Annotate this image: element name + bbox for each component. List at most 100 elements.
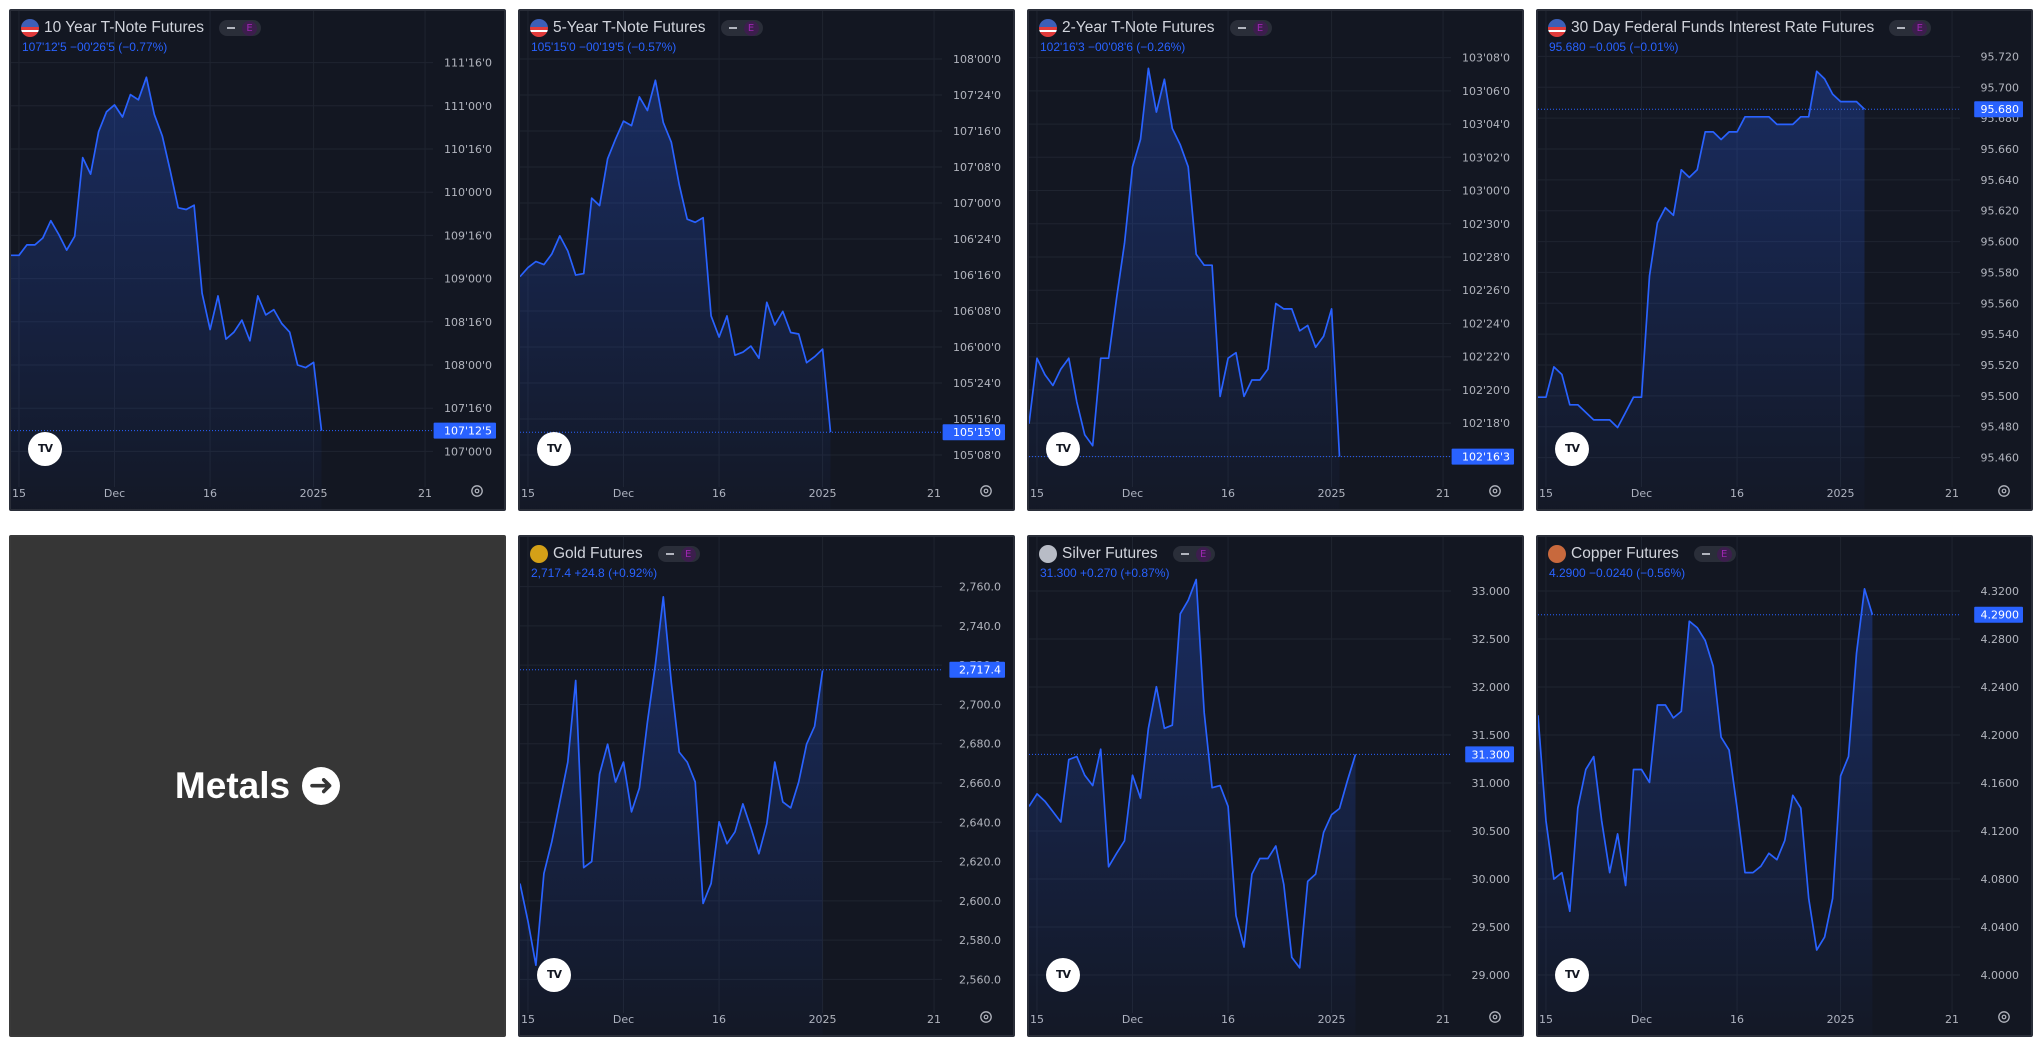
y-tick-label: 4.0400 bbox=[1981, 921, 2020, 934]
settings-gear-icon[interactable] bbox=[979, 483, 993, 497]
chart-svg: 4.3200 4.2800 4.2400 4.2000 4.1600 4.1200 4.08… bbox=[1538, 537, 2023, 1035]
symbol-title[interactable]: 5-Year T-Note Futures bbox=[553, 19, 706, 36]
y-tick-label: 4.1200 bbox=[1981, 825, 2020, 838]
tradingview-logo-icon[interactable]: TV bbox=[537, 432, 571, 466]
price-line bbox=[1538, 588, 1874, 951]
y-tick-label: 102'28'0 bbox=[1462, 251, 1510, 264]
last-price-tag bbox=[1451, 448, 1514, 465]
y-tick-label: 2,580.0 bbox=[959, 934, 1001, 947]
chart-plot[interactable]: 108'00'0 107'24'0 107'16'0 107'08'0 107'00'0… bbox=[520, 11, 1013, 509]
price-line bbox=[11, 76, 323, 431]
y-tick-label: 95.600 bbox=[1981, 236, 2020, 249]
y-tick-label: 4.2800 bbox=[1981, 633, 2020, 646]
settings-gear-icon[interactable] bbox=[979, 1009, 993, 1023]
chart-tile-ten-year-tnote[interactable]: 111'16'0 111'00'0 110'16'0 110'00'0 109'16'0… bbox=[9, 9, 506, 511]
price-quote: 31.300 +0.270 (+0.87%) bbox=[1040, 566, 1170, 580]
chart-svg: 108'00'0 107'24'0 107'16'0 107'08'0 107'00'0… bbox=[520, 11, 1005, 509]
event-toggle[interactable]: E bbox=[1889, 20, 1932, 36]
price-quote: 2,717.4 +24.8 (+0.92%) bbox=[531, 566, 658, 580]
y-tick-label: 110'16'0 bbox=[444, 143, 492, 156]
chart-tile-gold-futures[interactable]: 2,760.02,740.02,720.02,700.02,680.02,660… bbox=[518, 535, 1015, 1037]
chart-plot[interactable]: 33.000 32.500 32.000 31.500 31.000 30.500 30.0… bbox=[1029, 537, 1522, 1035]
chart-tile-silver-futures[interactable]: 33.000 32.500 32.000 31.500 31.000 30.500 30.0… bbox=[1027, 535, 1524, 1037]
settings-gear-icon[interactable] bbox=[1488, 1009, 1502, 1023]
symbol-title[interactable]: Copper Futures bbox=[1571, 545, 1679, 562]
y-tick-label: 95.620 bbox=[1981, 205, 2020, 218]
chart-plot[interactable]: 103'08'0 103'06'0 103'04'0 103'02'0 103'00'0… bbox=[1029, 11, 1522, 509]
y-tick-label: 2,700.0 bbox=[959, 698, 1001, 711]
chart-plot[interactable]: 4.3200 4.2800 4.2400 4.2000 4.1600 4.1200 4.08… bbox=[1538, 537, 2031, 1035]
metals-link[interactable]: Metals ➜ bbox=[174, 765, 341, 807]
last-price-label: 31.300 bbox=[1472, 748, 1511, 761]
y-tick-label: 2,680.0 bbox=[959, 738, 1001, 751]
chart-tile-five-year-tnote[interactable]: 108'00'0 107'24'0 107'16'0 107'08'0 107'00'0… bbox=[518, 9, 1015, 511]
price-line bbox=[1029, 578, 1357, 969]
chart-tile-copper-futures[interactable]: 4.3200 4.2800 4.2400 4.2000 4.1600 4.1200 4.08… bbox=[1536, 535, 2033, 1037]
chart-header: Gold Futures E 2,717.4 +24.8 (+0.92%) bbox=[530, 543, 700, 580]
x-tick-label: 21 bbox=[1436, 1013, 1450, 1026]
y-tick-label: 106'24'0 bbox=[953, 233, 1001, 246]
y-tick-label: 102'30'0 bbox=[1462, 218, 1510, 231]
title-row: Silver Futures E bbox=[1039, 543, 1215, 565]
y-tick-label: 4.0000 bbox=[1981, 969, 2020, 982]
chart-plot[interactable]: 2,760.02,740.02,720.02,700.02,680.02,660… bbox=[520, 537, 1013, 1035]
event-toggle[interactable]: E bbox=[1172, 546, 1215, 562]
event-toggle[interactable]: E bbox=[1693, 546, 1736, 562]
symbol-title[interactable]: Gold Futures bbox=[553, 545, 643, 562]
symbol-title[interactable]: 2-Year T-Note Futures bbox=[1062, 19, 1215, 36]
last-price-label: 105'15'0 bbox=[953, 426, 1001, 439]
tradingview-logo-icon[interactable]: TV bbox=[1555, 432, 1589, 466]
y-tick-label: 108'00'0 bbox=[444, 359, 492, 372]
minus-icon bbox=[1701, 553, 1710, 555]
y-tick-label: 108'00'0 bbox=[953, 53, 1001, 66]
chart-plot[interactable]: 95.720 95.700 95.680 95.660 95.640 95.620 95.6… bbox=[1538, 11, 2031, 509]
settings-gear-icon[interactable] bbox=[1488, 483, 1502, 497]
tradingview-logo-icon[interactable]: TV bbox=[1046, 958, 1080, 992]
symbol-title[interactable]: 30 Day Federal Funds Interest Rate Futur… bbox=[1571, 19, 1875, 36]
tradingview-logo-icon[interactable]: TV bbox=[28, 432, 62, 466]
price-line bbox=[520, 596, 824, 967]
tradingview-logo-icon[interactable]: TV bbox=[537, 958, 571, 992]
copper-icon bbox=[1548, 545, 1566, 563]
chart-tile-thirty-day-fed-funds[interactable]: 95.720 95.700 95.680 95.660 95.640 95.620 95.6… bbox=[1536, 9, 2033, 511]
arrow-right-circle-icon: ➜ bbox=[302, 767, 341, 805]
y-tick-label: 107'08'0 bbox=[953, 161, 1001, 174]
title-row: 30 Day Federal Funds Interest Rate Futur… bbox=[1548, 17, 1932, 39]
gold-icon bbox=[530, 545, 548, 563]
y-tick-label: 95.520 bbox=[1981, 359, 2020, 372]
y-tick-label: 29.500 bbox=[1472, 921, 1511, 934]
event-toggle[interactable]: E bbox=[720, 20, 763, 36]
tradingview-logo-icon[interactable]: TV bbox=[1555, 958, 1589, 992]
y-tick-label: 2,740.0 bbox=[959, 620, 1001, 633]
event-toggle[interactable]: E bbox=[1229, 20, 1272, 36]
settings-gear-icon[interactable] bbox=[1997, 483, 2011, 497]
y-tick-label: 109'00'0 bbox=[444, 273, 492, 286]
symbol-title[interactable]: 10 Year T-Note Futures bbox=[44, 19, 204, 36]
y-tick-label: 4.2000 bbox=[1981, 729, 2020, 742]
y-tick-label: 95.560 bbox=[1981, 297, 2020, 310]
chart-plot[interactable]: 111'16'0 111'00'0 110'16'0 110'00'0 109'16'0… bbox=[11, 11, 504, 509]
price-quote: 95.680 −0.005 (−0.01%) bbox=[1549, 40, 1679, 54]
tradingview-logo-icon[interactable]: TV bbox=[1046, 432, 1080, 466]
settings-gear-icon[interactable] bbox=[470, 483, 484, 497]
chart-svg: 33.000 32.500 32.000 31.500 31.000 30.500 30.0… bbox=[1029, 537, 1514, 1035]
minus-icon bbox=[1897, 27, 1906, 29]
metals-tile[interactable]: Metals ➜ bbox=[9, 535, 506, 1037]
price-quote: 102'16'3 −00'08'6 (−0.26%) bbox=[1040, 40, 1186, 54]
price-area bbox=[1029, 579, 1356, 1035]
last-price-label: 2,717.4 bbox=[959, 664, 1001, 677]
metals-label: Metals bbox=[174, 765, 291, 806]
title-row: 10 Year T-Note Futures E bbox=[21, 17, 261, 39]
y-tick-label: 103'04'0 bbox=[1462, 118, 1510, 131]
event-toggle[interactable]: E bbox=[657, 546, 700, 562]
minus-icon bbox=[665, 553, 674, 555]
event-toggle[interactable]: E bbox=[218, 20, 261, 36]
y-tick-label: 2,620.0 bbox=[959, 856, 1001, 869]
chart-tile-two-year-tnote[interactable]: 103'08'0 103'06'0 103'04'0 103'02'0 103'00'0… bbox=[1027, 9, 1524, 511]
x-tick-label: 21 bbox=[1945, 1013, 1959, 1026]
y-tick-label: 2,600.0 bbox=[959, 895, 1001, 908]
symbol-title[interactable]: Silver Futures bbox=[1062, 545, 1158, 562]
y-tick-label: 105'08'0 bbox=[953, 449, 1001, 462]
settings-gear-icon[interactable] bbox=[1997, 1009, 2011, 1023]
price-area bbox=[1538, 71, 1865, 509]
